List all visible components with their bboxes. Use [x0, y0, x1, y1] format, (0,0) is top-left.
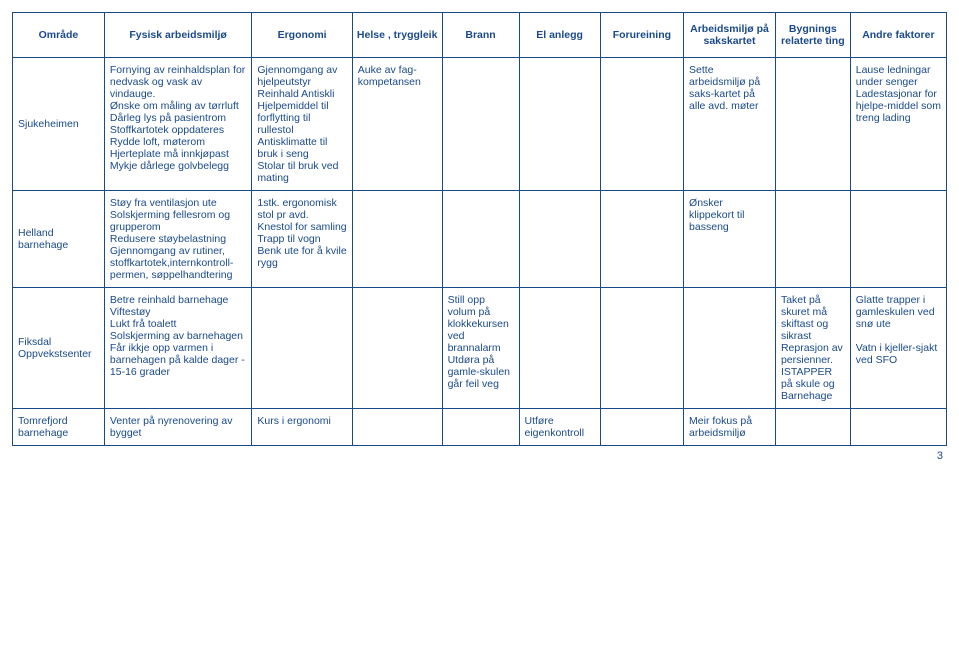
main-table: Område Fysisk arbeidsmiljø Ergonomi Hels… — [12, 12, 947, 446]
cell-ergonomi — [252, 288, 352, 409]
cell-forureining — [600, 58, 683, 191]
cell-fysisk: Støy fra ventilasjon uteSolskjerming fel… — [104, 191, 251, 288]
cell-bygnings: Taket på skuret må skiftast og sikrastRe… — [775, 288, 850, 409]
cell-el — [519, 191, 600, 288]
cell-arbeidsmiljo: Sette arbeidsmiljø på saks-kartet på all… — [684, 58, 776, 191]
table-row: Fiksdal OppvekstsenterBetre reinhald bar… — [13, 288, 947, 409]
header-andre: Andre faktorer — [850, 13, 946, 58]
header-helse: Helse , tryggleik — [352, 13, 442, 58]
table-row: Helland barnehageStøy fra ventilasjon ut… — [13, 191, 947, 288]
cell-omrade: Sjukeheimen — [13, 58, 105, 191]
cell-bygnings — [775, 409, 850, 446]
header-brann: Brann — [442, 13, 519, 58]
cell-omrade: Fiksdal Oppvekstsenter — [13, 288, 105, 409]
cell-arbeidsmiljo — [684, 288, 776, 409]
cell-fysisk: Betre reinhald barnehageViftestøyLukt fr… — [104, 288, 251, 409]
header-omrade: Område — [13, 13, 105, 58]
page-number: 3 — [12, 450, 947, 462]
cell-brann — [442, 409, 519, 446]
cell-el: Utføre eigenkontroll — [519, 409, 600, 446]
cell-andre: Lause ledningar under sengerLadestasjona… — [850, 58, 946, 191]
cell-helse — [352, 409, 442, 446]
cell-arbeidsmiljo: Ønsker klippekort til basseng — [684, 191, 776, 288]
cell-forureining — [600, 409, 683, 446]
cell-brann: Still opp volum på klokkekursen ved bran… — [442, 288, 519, 409]
cell-helse: Auke av fag-kompetansen — [352, 58, 442, 191]
cell-andre — [850, 409, 946, 446]
cell-bygnings — [775, 58, 850, 191]
cell-andre — [850, 191, 946, 288]
header-ergonomi: Ergonomi — [252, 13, 352, 58]
cell-forureining — [600, 288, 683, 409]
table-body: SjukeheimenFornying av reinhaldsplan for… — [13, 58, 947, 446]
cell-forureining — [600, 191, 683, 288]
cell-brann — [442, 58, 519, 191]
header-forureining: Forureining — [600, 13, 683, 58]
table-row: SjukeheimenFornying av reinhaldsplan for… — [13, 58, 947, 191]
cell-ergonomi: Gjennomgang av hjelpeutstyrReinhald Anti… — [252, 58, 352, 191]
table-row: Tomrefjord barnehageVenter på nyrenoveri… — [13, 409, 947, 446]
cell-el — [519, 288, 600, 409]
cell-brann — [442, 191, 519, 288]
cell-ergonomi: Kurs i ergonomi — [252, 409, 352, 446]
cell-helse — [352, 191, 442, 288]
cell-fysisk: Fornying av reinhaldsplan for nedvask og… — [104, 58, 251, 191]
header-bygnings: Bygnings relaterte ting — [775, 13, 850, 58]
header-fysisk: Fysisk arbeidsmiljø — [104, 13, 251, 58]
cell-omrade: Tomrefjord barnehage — [13, 409, 105, 446]
cell-helse — [352, 288, 442, 409]
cell-arbeidsmiljo: Meir fokus på arbeidsmiljø — [684, 409, 776, 446]
cell-andre: Glatte trapper i gamleskulen ved snø ute… — [850, 288, 946, 409]
cell-fysisk: Venter på nyrenovering av bygget — [104, 409, 251, 446]
header-arbeidsmiljo: Arbeidsmiljø på sakskartet — [684, 13, 776, 58]
header-el: El anlegg — [519, 13, 600, 58]
cell-omrade: Helland barnehage — [13, 191, 105, 288]
cell-ergonomi: 1stk. ergonomisk stol pr avd.Knestol for… — [252, 191, 352, 288]
header-row: Område Fysisk arbeidsmiljø Ergonomi Hels… — [13, 13, 947, 58]
cell-bygnings — [775, 191, 850, 288]
cell-el — [519, 58, 600, 191]
